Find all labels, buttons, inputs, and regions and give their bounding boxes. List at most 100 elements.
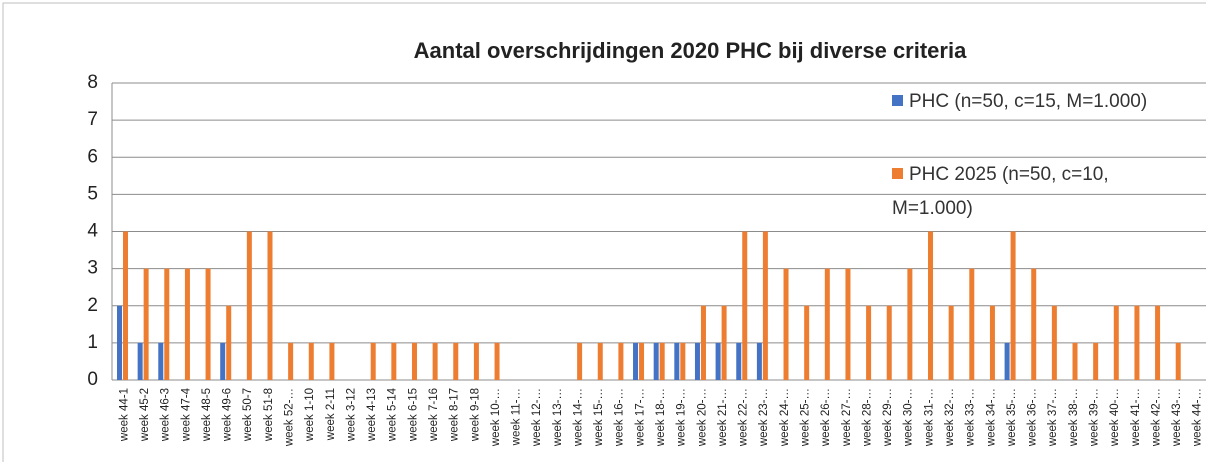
bar xyxy=(1175,342,1181,380)
bar xyxy=(184,268,190,380)
x-tick-label: week 34-… xyxy=(985,388,997,447)
x-tick-label: week 49-6 xyxy=(222,388,234,442)
bar xyxy=(205,268,211,380)
bar xyxy=(694,342,700,380)
bar xyxy=(762,231,768,380)
x-tick-label: week 12-… xyxy=(531,388,543,447)
bar xyxy=(680,342,686,380)
bar xyxy=(653,342,659,380)
x-tick-label: week 2-11 xyxy=(325,388,337,441)
bar xyxy=(1113,305,1119,380)
bar xyxy=(453,342,459,380)
x-tick-label: week 50-7 xyxy=(242,388,254,442)
x-tick-label: week 13-… xyxy=(552,388,564,447)
legend-label: PHC (n=50, c=15, M=1.000) xyxy=(909,91,1148,112)
x-tick-label: week 37-… xyxy=(1047,388,1059,447)
bar xyxy=(674,342,680,380)
bar xyxy=(1093,342,1099,380)
bar xyxy=(143,268,149,380)
bar xyxy=(432,342,438,380)
x-tick-label: week 29-… xyxy=(882,388,894,447)
y-tick-label: 5 xyxy=(87,183,98,204)
x-tick-label: week 51-8 xyxy=(263,388,275,442)
bar xyxy=(1155,305,1161,380)
x-tick-label: week 18-… xyxy=(655,388,667,447)
bar xyxy=(1134,305,1140,380)
bar xyxy=(633,342,639,380)
x-tick-label: week 39-… xyxy=(1089,388,1101,447)
x-tick-label: week 52-… xyxy=(283,388,295,447)
bar xyxy=(226,305,232,380)
x-tick-label: week 42-… xyxy=(1150,388,1162,447)
bar xyxy=(907,268,913,380)
bar xyxy=(267,231,273,380)
bar xyxy=(123,231,128,380)
x-tick-label: week 25-… xyxy=(800,388,812,447)
bar xyxy=(659,342,665,380)
x-tick-label: week 45-2 xyxy=(139,388,151,442)
y-tick-label: 7 xyxy=(87,109,98,130)
bar xyxy=(158,342,164,380)
x-tick-label: week 44-… xyxy=(1192,388,1204,447)
x-tick-label: week 20-… xyxy=(696,388,708,447)
x-tick-label: week 5-14 xyxy=(387,387,399,442)
bar xyxy=(736,342,742,380)
x-tick-label: week 40-… xyxy=(1109,388,1121,447)
bar xyxy=(1010,231,1016,380)
bar xyxy=(715,342,721,380)
bar xyxy=(137,342,143,380)
x-tick-label: week 43-… xyxy=(1171,388,1183,447)
x-tick-label: week 26-… xyxy=(820,388,832,447)
x-tick-label: week 3-12 xyxy=(345,388,357,442)
x-tick-label: week 19-… xyxy=(676,388,688,447)
bar xyxy=(700,305,706,380)
x-tick-label: week 30-… xyxy=(903,388,915,447)
bar xyxy=(804,305,810,380)
y-tick-label: 8 xyxy=(87,72,98,93)
bar xyxy=(246,231,252,380)
bar xyxy=(164,268,170,380)
bar xyxy=(597,342,603,380)
legend-entry: PHC 2025 (n=50, c=10, M=1.000) xyxy=(892,158,1182,226)
x-tick-label: week 36-… xyxy=(1027,388,1039,447)
x-tick-label: week 38-… xyxy=(1068,388,1080,447)
x-tick-label: week 32-… xyxy=(944,388,956,447)
y-tick-label: 1 xyxy=(87,332,98,353)
bar xyxy=(948,305,954,380)
bar xyxy=(824,268,830,380)
x-tick-label: week 24-… xyxy=(779,388,791,447)
bar xyxy=(886,305,892,380)
x-tick-label: week 27-… xyxy=(841,388,853,447)
bar xyxy=(1004,342,1010,380)
bar xyxy=(473,342,479,380)
bar xyxy=(969,268,975,380)
x-tick-label: week 22-… xyxy=(738,388,750,447)
bar xyxy=(411,342,417,380)
bar xyxy=(220,342,226,380)
x-tick-label: week 15-… xyxy=(593,388,605,447)
bar xyxy=(866,305,872,380)
legend-label: PHC 2025 (n=50, c=10, M=1.000) xyxy=(892,164,1109,219)
x-tick-label: week 47-4 xyxy=(180,387,192,442)
bar xyxy=(721,305,727,380)
x-tick-label: week 21-… xyxy=(717,388,729,447)
x-tick-label: week 44-1 xyxy=(118,388,130,442)
x-tick-label: week 33-… xyxy=(965,388,977,447)
x-tick-label: week 11-… xyxy=(511,388,523,446)
bar xyxy=(370,342,376,380)
x-tick-label: week 41-… xyxy=(1130,388,1142,447)
bar xyxy=(1051,305,1057,380)
bar xyxy=(756,342,762,380)
x-tick-label: week 46-3 xyxy=(160,388,172,442)
x-tick-label: week 31-… xyxy=(923,388,935,447)
x-tick-label: week 17-… xyxy=(634,388,646,447)
y-tick-label: 2 xyxy=(87,295,98,316)
x-tick-label: week 9-18 xyxy=(469,388,481,442)
bar xyxy=(117,305,122,380)
bar xyxy=(783,268,789,380)
x-tick-label: week 10-… xyxy=(490,388,502,447)
y-tick-label: 3 xyxy=(87,258,98,279)
